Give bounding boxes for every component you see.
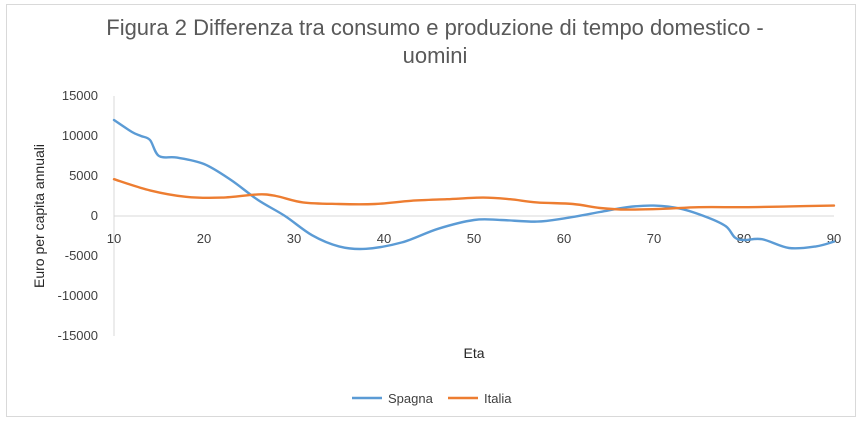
x-tick-label: 50 — [467, 231, 481, 246]
x-tick-label: 30 — [287, 231, 301, 246]
chart-title: Figura 2 Differenza tra consumo e produz… — [106, 15, 764, 68]
y-tick-label: 15000 — [62, 88, 98, 103]
y-tick-label: 0 — [91, 208, 98, 223]
legend-label-spagna: Spagna — [388, 391, 434, 406]
y-tick-label: 10000 — [62, 128, 98, 143]
series-line-spagna — [112, 118, 836, 251]
x-tick-label: 80 — [737, 231, 751, 246]
x-tick-label: 60 — [557, 231, 571, 246]
x-tick-label: 20 — [197, 231, 211, 246]
series-line-italia — [112, 178, 836, 211]
legend-item-spagna: Spagna — [352, 391, 434, 406]
y-axis-title: Euro per capita annuali — [31, 144, 47, 288]
chart-frame — [6, 4, 856, 417]
legend-label-italia: Italia — [484, 391, 512, 406]
y-tick-label: -15000 — [58, 328, 98, 343]
legend-item-italia: Italia — [448, 391, 512, 406]
y-tick-label: 5000 — [69, 168, 98, 183]
x-tick-label: 70 — [647, 231, 661, 246]
y-tick-label: -5000 — [65, 248, 98, 263]
x-tick-label: 10 — [107, 231, 121, 246]
x-axis-title: Eta — [463, 345, 484, 361]
x-tick-label: 40 — [377, 231, 391, 246]
y-tick-label: -10000 — [58, 288, 98, 303]
